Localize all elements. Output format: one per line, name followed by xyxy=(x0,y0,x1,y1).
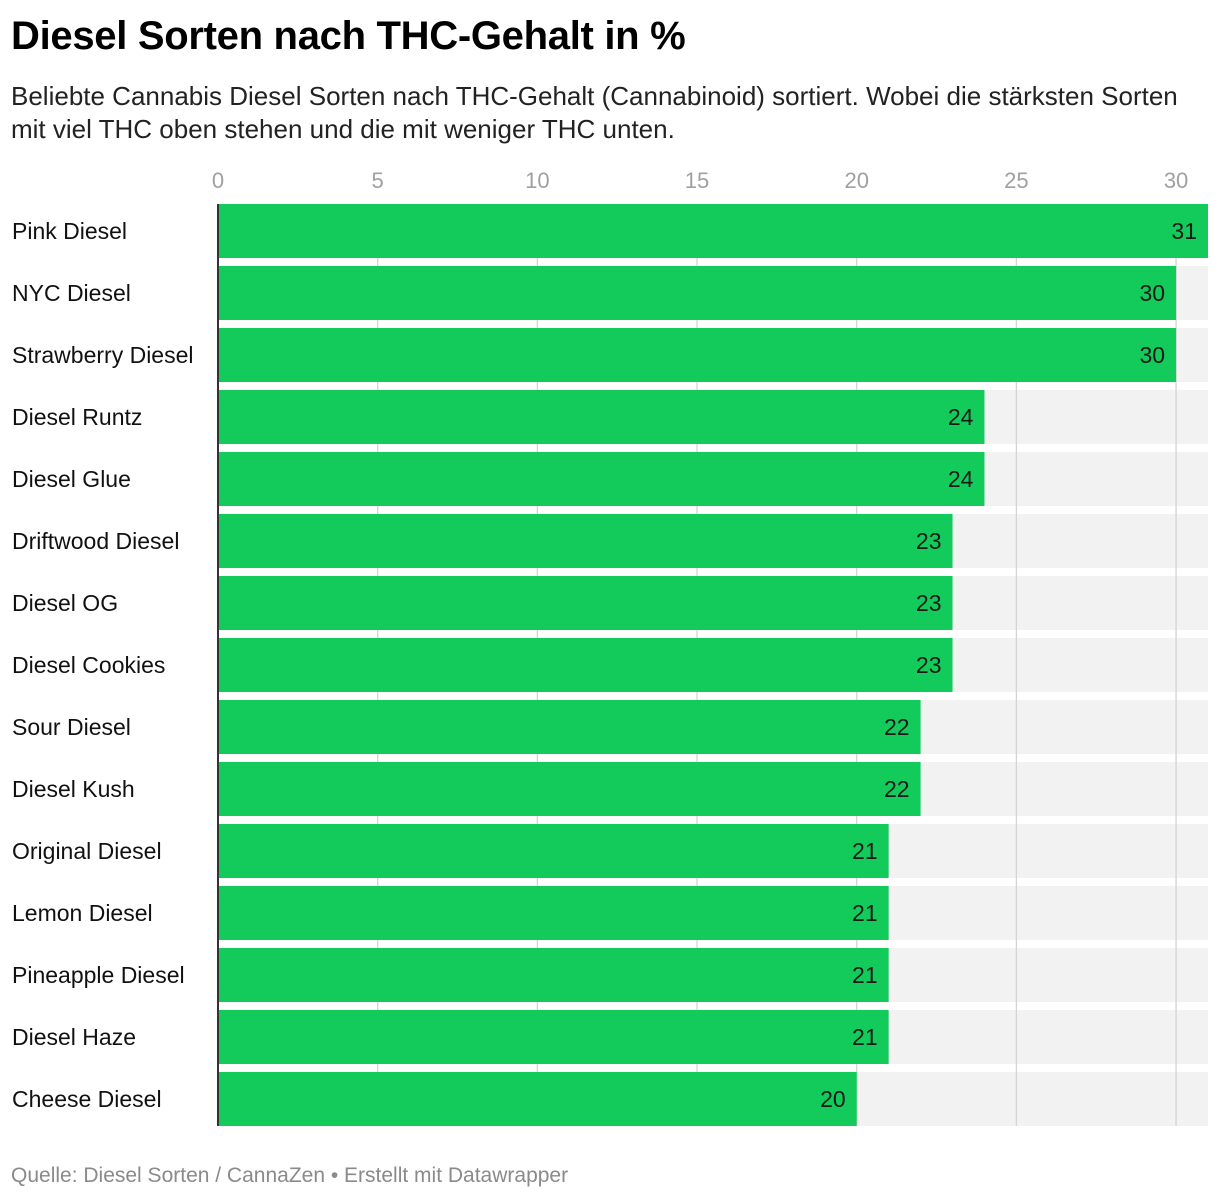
x-tick-label: 20 xyxy=(844,168,868,193)
category-label: Original Diesel xyxy=(12,838,162,864)
bars xyxy=(218,204,1208,1126)
value-label: 23 xyxy=(916,528,942,554)
value-label: 24 xyxy=(948,466,974,492)
bar xyxy=(218,390,985,444)
bar xyxy=(218,948,889,1002)
bar-chart: 0 5 10 15 20 25 30 Pink Diesel NYC Diesel Strawb… xyxy=(12,168,1208,1126)
category-label: Sour Diesel xyxy=(12,714,131,740)
bar xyxy=(218,824,889,878)
value-label: 21 xyxy=(852,900,878,926)
value-label: 24 xyxy=(948,404,974,430)
x-tick-labels: 0 5 10 15 20 25 30 xyxy=(212,168,1188,193)
category-label: Diesel Kush xyxy=(12,776,135,802)
category-label: Pink Diesel xyxy=(12,218,127,244)
value-label: 30 xyxy=(1139,342,1165,368)
category-label: Cheese Diesel xyxy=(12,1086,162,1112)
bar xyxy=(218,204,1208,258)
value-label: 21 xyxy=(852,962,878,988)
category-label: NYC Diesel xyxy=(12,280,131,306)
value-label: 23 xyxy=(916,590,942,616)
x-tick-label: 0 xyxy=(212,168,224,193)
category-label: Pineapple Diesel xyxy=(12,962,185,988)
bar xyxy=(218,1010,889,1064)
category-label: Diesel Cookies xyxy=(12,652,165,678)
chart-subtitle: Beliebte Cannabis Diesel Sorten nach THC… xyxy=(11,81,1178,144)
value-labels: 31 30 30 24 24 23 23 23 22 22 21 21 21 21 20 xyxy=(820,218,1197,1112)
value-label: 20 xyxy=(820,1086,846,1112)
value-label: 22 xyxy=(884,714,910,740)
bar xyxy=(218,886,889,940)
category-label: Driftwood Diesel xyxy=(12,528,179,554)
category-label: Diesel Haze xyxy=(12,1024,136,1050)
category-label: Diesel Runtz xyxy=(12,404,142,430)
x-tick-label: 15 xyxy=(685,168,709,193)
value-label: 21 xyxy=(852,1024,878,1050)
bar xyxy=(218,452,985,506)
bar xyxy=(218,514,953,568)
source-footer: Quelle: Diesel Sorten / CannaZen • Erste… xyxy=(11,1164,569,1187)
value-label: 21 xyxy=(852,838,878,864)
chart-title: Diesel Sorten nach THC-Gehalt in % xyxy=(11,14,686,58)
category-label: Strawberry Diesel xyxy=(12,342,194,368)
x-tick-label: 10 xyxy=(525,168,549,193)
bar xyxy=(218,700,921,754)
category-label: Lemon Diesel xyxy=(12,900,153,926)
bar xyxy=(218,576,953,630)
value-label: 30 xyxy=(1139,280,1165,306)
bar xyxy=(218,266,1177,320)
value-label: 23 xyxy=(916,652,942,678)
value-label: 31 xyxy=(1171,218,1197,244)
category-labels: Pink Diesel NYC Diesel Strawberry Diesel Di… xyxy=(12,218,194,1112)
category-label: Diesel Glue xyxy=(12,466,131,492)
category-label: Diesel OG xyxy=(12,590,118,616)
x-tick-label: 25 xyxy=(1004,168,1028,193)
bar xyxy=(218,762,921,816)
bar xyxy=(218,328,1177,382)
bar xyxy=(218,1072,857,1126)
x-tick-label: 30 xyxy=(1164,168,1188,193)
value-label: 22 xyxy=(884,776,910,802)
x-tick-label: 5 xyxy=(372,168,384,193)
bar xyxy=(218,638,953,692)
